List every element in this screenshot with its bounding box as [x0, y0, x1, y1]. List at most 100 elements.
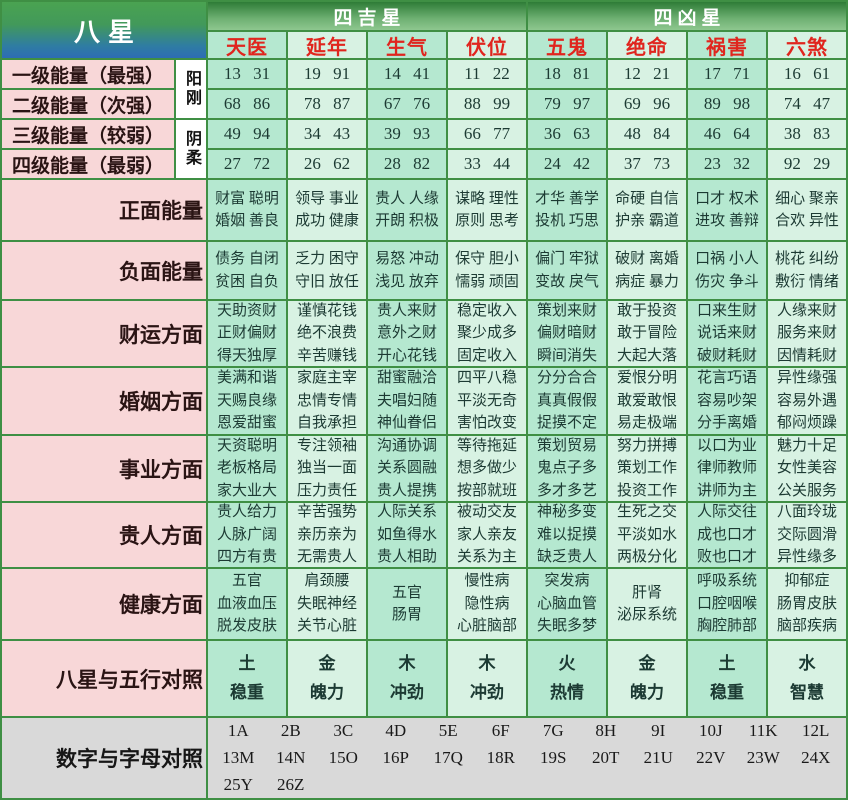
aspect-line: 五官 — [391, 584, 422, 601]
aspect-cell: 人缘来财 服务来财 因情耗财 — [768, 301, 846, 366]
energy-value: 68 86 — [208, 90, 286, 118]
aspect-cell: 金魄力 — [608, 641, 686, 716]
energy-value: 16 61 — [768, 60, 846, 88]
aspect-line: 口才 权术 — [695, 190, 759, 207]
energy-value: 39 93 — [368, 120, 446, 148]
letter-pair: 4D — [385, 721, 407, 740]
aspect-line: 沟通协调 — [376, 437, 437, 454]
aspect-line: 五官 — [231, 573, 262, 590]
aspect-line: 敷衍 情绪 — [775, 273, 839, 290]
energy-value: 23 32 — [688, 150, 766, 178]
aspect-line: 偏财暗财 — [536, 325, 597, 342]
aspect-cell: 以口为业 律师教师 讲师为主 — [688, 436, 766, 501]
aspect-line: 贵人来财 — [376, 302, 437, 319]
aspect-line: 被动交友 — [456, 504, 517, 521]
aspect-line: 肩颈腰 — [304, 573, 350, 590]
aspect-line: 命硬 自信 — [615, 190, 679, 207]
aspect-cell: 爱恨分明 敢爱敢恨 易走极端 — [608, 368, 686, 434]
aspect-line: 易走极端 — [616, 415, 677, 432]
aspect-cell: 才华 善学 投机 巧思 — [528, 180, 606, 240]
aspect-line: 神仙眷侣 — [376, 415, 437, 432]
aspect-line: 突发病 — [544, 573, 590, 590]
aspect-line: 忠情专情 — [296, 392, 357, 409]
aspect-cell: 肝肾 泌尿系统 — [608, 569, 686, 639]
aspect-cell: 偏门 牢狱 变故 戾气 — [528, 242, 606, 299]
aspect-cell: 土稳重 — [688, 641, 766, 716]
letter-pair: 16P — [382, 748, 409, 767]
aspect-line: 呼吸系统 — [696, 573, 757, 590]
aspect-line: 天赐良缘 — [216, 392, 277, 409]
aspect-line: 女性美容 — [776, 460, 837, 477]
aspect-line: 财富 聪明 — [215, 190, 279, 207]
aspect-line: 服务来财 — [776, 325, 837, 342]
aspect-line: 独当一面 — [296, 460, 357, 477]
aspect-cell: 火热情 — [528, 641, 606, 716]
aspect-line: 败也口才 — [696, 549, 757, 566]
energy-value: 14 41 — [368, 60, 446, 88]
aspect-line: 稳重 — [710, 682, 744, 702]
aspect-line: 策划来财 — [536, 302, 597, 319]
aspect-line: 真真假假 — [536, 392, 597, 409]
aspect-cell: 贵人给力 人脉广阔 四方有贵 — [208, 503, 286, 567]
aspect-line: 敢爱敢恨 — [616, 392, 677, 409]
aspect-line: 专注领袖 — [296, 437, 357, 454]
aspect-line: 甜蜜融洽 — [376, 370, 437, 387]
aspect-cell: 五官 肠胃 — [368, 569, 446, 639]
energy-row-label: 一级能量（最强） — [2, 60, 174, 88]
energy-value: 66 77 — [448, 120, 526, 148]
aspect-line: 魅力十足 — [776, 437, 837, 454]
aspect-line: 按部就班 — [456, 482, 517, 499]
letters-content: 1A 2B 3C 4D 5E 6F 7G 8H 9I 10J 11K 12L 13M 14N 15O 16P 1… — [208, 718, 846, 798]
aspect-line: 稳定收入 — [456, 302, 517, 319]
aspect-cell: 木冲劲 — [368, 641, 446, 716]
aspect-line: 天资聪明 — [216, 437, 277, 454]
aspect-line: 懦弱 顽固 — [455, 273, 519, 290]
aspect-cell: 生死之交 平淡如水 两极分化 — [608, 503, 686, 567]
aspect-cell: 人际关系 如鱼得水 贵人相助 — [368, 503, 446, 567]
aspect-row-label: 八星与五行对照 — [2, 641, 206, 716]
aspect-cell: 家庭主宰 忠情专情 自我承担 — [288, 368, 366, 434]
aspect-line: 破财耗财 — [696, 347, 757, 364]
aspect-line: 想多做少 — [456, 460, 517, 477]
star-name: 六煞 — [768, 32, 846, 58]
aspect-cell: 木冲劲 — [448, 641, 526, 716]
aspect-line: 难以捉摸 — [536, 526, 597, 543]
letter-pair: 2B — [280, 721, 301, 740]
aspect-line: 隐性病 — [464, 595, 510, 612]
aspect-cell: 肩颈腰 失眠神经 关节心脏 — [288, 569, 366, 639]
aspect-line: 固定收入 — [456, 347, 517, 364]
aspect-line: 关系圆融 — [376, 460, 437, 477]
aspect-line: 容易外遇 — [776, 392, 837, 409]
aspect-line: 人脉广阔 — [216, 526, 277, 543]
aspect-row-label: 事业方面 — [2, 436, 206, 501]
aspect-cell: 稳定收入 聚少成多 固定收入 — [448, 301, 526, 366]
aspect-line: 策划贸易 — [536, 437, 597, 454]
aspect-cell: 神秘多变 难以捉摸 缺乏贵人 — [528, 503, 606, 567]
energy-value: 19 91 — [288, 60, 366, 88]
energy-value: 92 29 — [768, 150, 846, 178]
energy-value: 69 96 — [608, 90, 686, 118]
energy-row-label: 三级能量（较弱） — [2, 120, 174, 148]
aspect-line: 桃花 纠纷 — [775, 251, 839, 267]
aspect-line: 变故 戾气 — [535, 273, 599, 290]
energy-value: 49 94 — [208, 120, 286, 148]
aspect-line: 老板格局 — [216, 460, 277, 477]
aspect-line: 土 — [718, 653, 736, 673]
aspect-line: 关节心脏 — [296, 618, 357, 635]
star-name: 伏位 — [448, 32, 526, 58]
aspect-cell: 贵人 人缘 开朗 积极 — [368, 180, 446, 240]
energy-value: 48 84 — [608, 120, 686, 148]
aspect-row-label: 健康方面 — [2, 569, 206, 639]
aspect-line: 恩爱甜蜜 — [216, 415, 277, 432]
aspect-cell: 命硬 自信 护亲 霸道 — [608, 180, 686, 240]
aspect-line: 谋略 理性 — [455, 190, 519, 207]
aspect-line: 美满和谐 — [216, 370, 277, 387]
aspect-line: 魄力 — [310, 682, 344, 702]
aspect-line: 贫困 自负 — [215, 273, 279, 290]
aspect-line: 意外之财 — [376, 325, 437, 342]
letter-pair: 21U — [643, 748, 673, 767]
aspect-cell: 口才 权术 进攻 善辩 — [688, 180, 766, 240]
aspect-line: 心脏脑部 — [456, 618, 517, 635]
